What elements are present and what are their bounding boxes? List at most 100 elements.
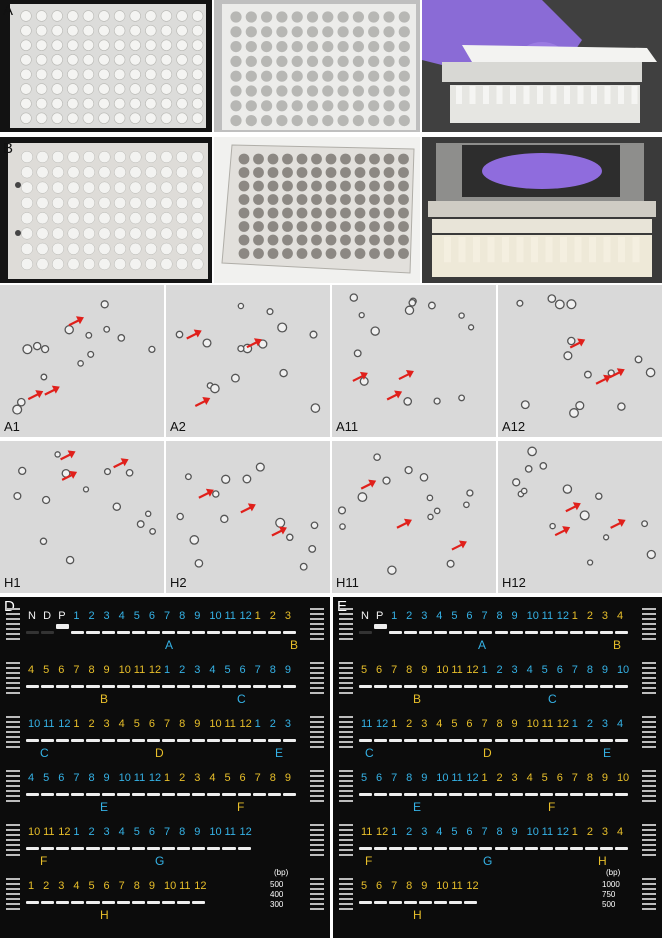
gel-band: [374, 685, 388, 688]
wellsB-item: [369, 221, 380, 232]
lane-label: 6: [466, 826, 473, 838]
gel-band: [101, 685, 115, 688]
lane-label: 8: [269, 664, 276, 676]
lane-label: 4: [436, 826, 443, 838]
dna-ladder: [310, 662, 324, 702]
wellsA-item: [398, 11, 410, 23]
wellsA-item: [398, 85, 410, 97]
wellsA-item: [261, 70, 273, 82]
red-arrow-icon: [27, 390, 44, 401]
pinsB-item: [20, 242, 34, 255]
ladder-band: [6, 618, 20, 620]
ladder-band: [642, 839, 656, 841]
ladder-band: [339, 623, 353, 625]
ladder-band: [339, 667, 353, 669]
ladder-band: [642, 687, 656, 689]
pinsA-item: [191, 68, 204, 81]
dna-ladder: [310, 824, 324, 864]
wellsB-item: [238, 167, 250, 178]
ladder-band: [6, 785, 20, 787]
wellsB-item: [340, 234, 351, 246]
cell: [144, 510, 152, 518]
dna-ladder: [642, 662, 656, 702]
red-arrow-icon: [240, 503, 256, 514]
plate-row-label: D: [155, 746, 164, 760]
pinsB-item: [160, 196, 173, 209]
ladder-band: [6, 623, 20, 625]
wellsA-item: [306, 70, 319, 82]
gel-band: [146, 631, 160, 634]
plate-row-label: F: [365, 854, 373, 868]
ladder-band: [642, 770, 656, 772]
lane-label: 8: [88, 772, 95, 784]
ladder-band: [339, 888, 353, 890]
ladder-band: [642, 780, 656, 782]
dna-ladder: [6, 824, 20, 864]
ladder-band: [310, 736, 324, 738]
gel-band: [131, 793, 145, 796]
lane-label: 9: [194, 826, 201, 838]
pinsA3-item: [469, 86, 476, 104]
gel-band: [494, 685, 508, 688]
lane-label: 6: [58, 772, 65, 784]
cell: [184, 473, 192, 481]
ladder-band: [642, 726, 656, 728]
lane-label: 6: [239, 664, 246, 676]
pinsA-item: [67, 24, 79, 37]
wellsA-item: [368, 70, 380, 82]
ladder-band: [6, 800, 20, 802]
lane-label: 5: [43, 664, 50, 676]
wellsB-item: [383, 167, 395, 178]
dna-ladder: [339, 824, 353, 864]
lane-label: 1: [164, 664, 171, 676]
gel-band: [26, 685, 40, 688]
wellsA-item: [245, 26, 257, 38]
pinsA-item: [67, 112, 79, 124]
gel-band: [419, 847, 433, 850]
ladder-band: [339, 878, 353, 880]
lane-label: 2: [179, 664, 186, 676]
pinsB-item: [160, 227, 173, 240]
wellsA-item: [352, 55, 364, 67]
gel-band: [569, 739, 583, 742]
wellsB-item: [398, 167, 409, 178]
pinsB-item: [36, 212, 49, 225]
wellsB-item: [398, 248, 409, 259]
wellsB-item: [398, 221, 409, 232]
photo-a1-pin-plate: [0, 0, 212, 132]
ladder-band: [6, 854, 20, 856]
lane-label: N: [361, 610, 369, 622]
wellsB-item: [354, 194, 366, 205]
pinsB-item: [67, 196, 80, 209]
bp-marker: 300: [270, 900, 284, 909]
gel-band: [41, 739, 55, 742]
ladder-band: [6, 903, 20, 905]
gel-band: [404, 739, 418, 742]
lane-label: 8: [269, 772, 276, 784]
gel-band: [101, 631, 115, 634]
gel-band: [389, 739, 403, 742]
wellsA-item: [383, 115, 395, 127]
lane-label: 3: [194, 772, 201, 784]
gel-band: [177, 793, 191, 796]
lane-label: 2: [496, 772, 503, 784]
pinsB-item: [175, 227, 189, 240]
lane-label: 1: [164, 772, 171, 784]
wellsA-item: [306, 115, 319, 127]
wellsB-item: [282, 234, 293, 246]
lane-label: 1: [391, 718, 398, 730]
ladder-band: [642, 731, 656, 733]
ladder-band: [310, 824, 324, 826]
ladder-band: [6, 888, 20, 890]
pinsB3-item: [589, 237, 596, 263]
gel-band: [554, 685, 568, 688]
lane-label: 11: [224, 718, 236, 730]
lane-label: 2: [406, 718, 413, 730]
lane-label: 1: [571, 718, 578, 730]
pinsB-item: [113, 212, 127, 225]
pinsB-item: [36, 242, 49, 255]
cell: [349, 293, 359, 302]
cell: [339, 523, 346, 530]
pinsB-item: [67, 166, 80, 179]
pinsB-item: [160, 166, 173, 179]
